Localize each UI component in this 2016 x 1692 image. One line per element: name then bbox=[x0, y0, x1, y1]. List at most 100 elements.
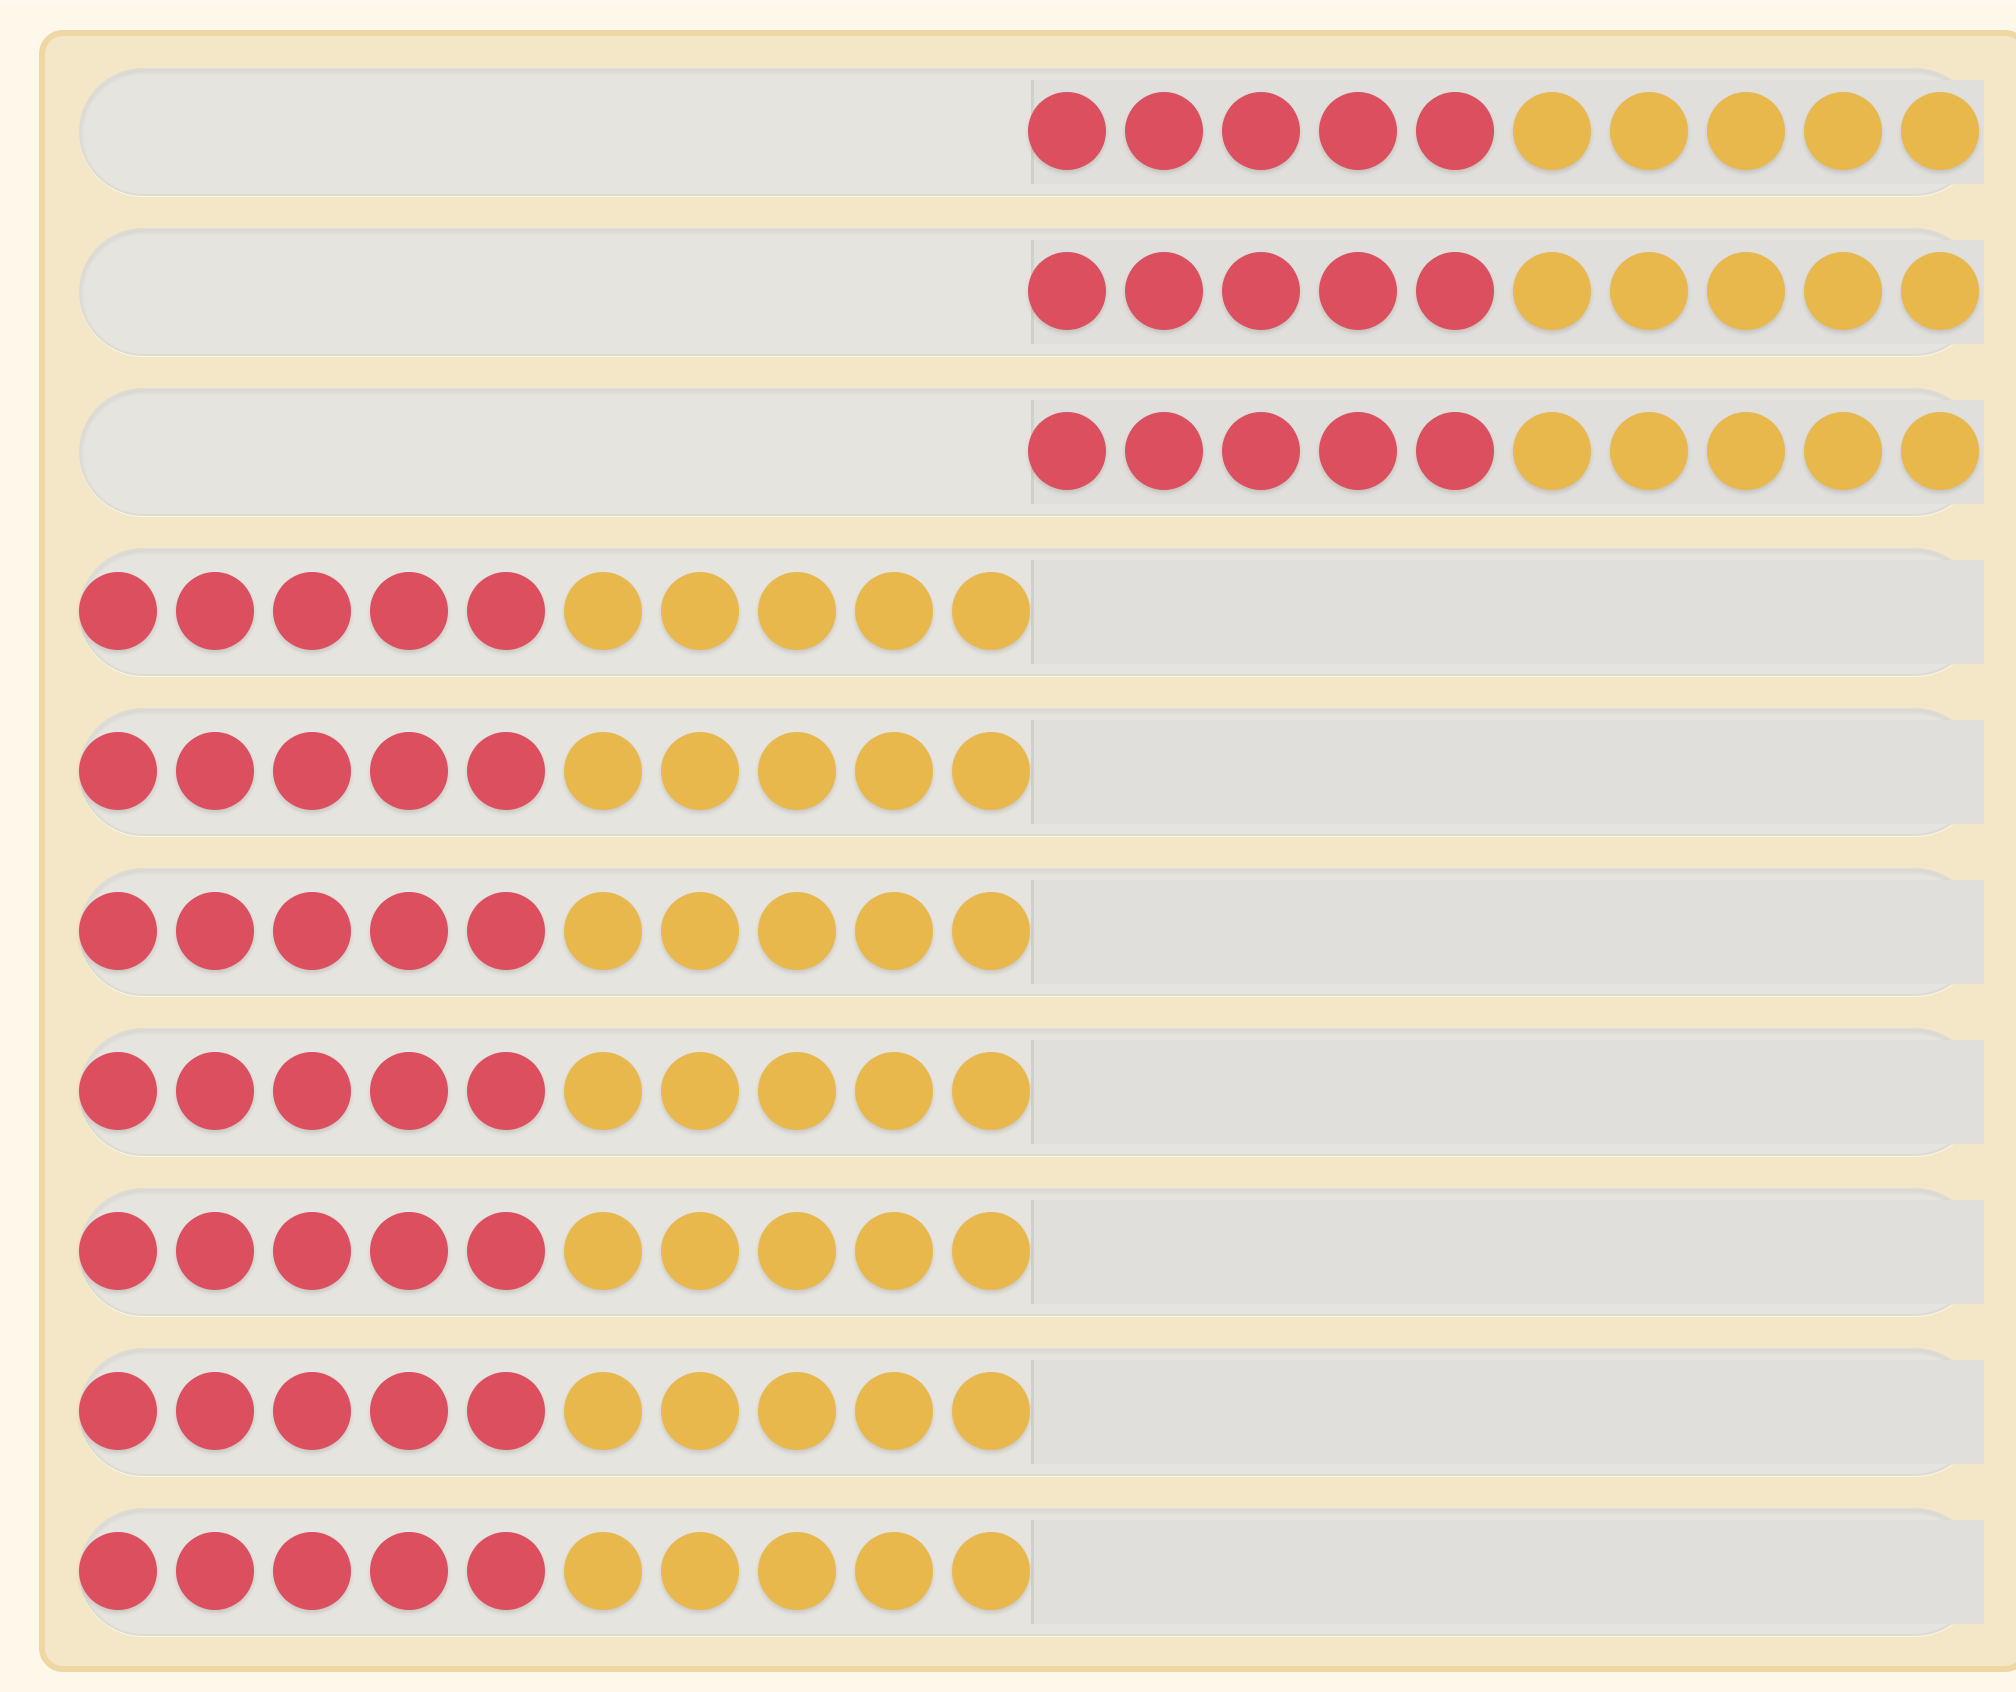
red-bead[interactable] bbox=[370, 572, 448, 650]
red-bead[interactable] bbox=[1416, 252, 1494, 330]
yellow-bead[interactable] bbox=[758, 732, 836, 810]
bead-group[interactable] bbox=[79, 1532, 1030, 1612]
red-bead[interactable] bbox=[1125, 92, 1203, 170]
red-bead[interactable] bbox=[176, 1052, 254, 1130]
bead-group[interactable] bbox=[79, 892, 1030, 972]
yellow-bead[interactable] bbox=[1610, 412, 1688, 490]
red-bead[interactable] bbox=[176, 1372, 254, 1450]
red-bead[interactable] bbox=[79, 1372, 157, 1450]
yellow-bead[interactable] bbox=[758, 572, 836, 650]
red-bead[interactable] bbox=[467, 732, 545, 810]
abacus-row-7[interactable] bbox=[79, 1028, 1984, 1156]
red-bead[interactable] bbox=[273, 1052, 351, 1130]
bead-group[interactable] bbox=[79, 572, 1030, 652]
bead-group[interactable] bbox=[79, 1212, 1030, 1292]
red-bead[interactable] bbox=[79, 892, 157, 970]
red-bead[interactable] bbox=[1222, 412, 1300, 490]
red-bead[interactable] bbox=[370, 1372, 448, 1450]
abacus-row-3[interactable] bbox=[79, 388, 1984, 516]
red-bead[interactable] bbox=[176, 732, 254, 810]
red-bead[interactable] bbox=[79, 1052, 157, 1130]
yellow-bead[interactable] bbox=[952, 732, 1030, 810]
yellow-bead[interactable] bbox=[1804, 252, 1882, 330]
red-bead[interactable] bbox=[273, 892, 351, 970]
yellow-bead[interactable] bbox=[661, 892, 739, 970]
yellow-bead[interactable] bbox=[661, 1372, 739, 1450]
abacus-row-8[interactable] bbox=[79, 1188, 1984, 1316]
yellow-bead[interactable] bbox=[564, 1052, 642, 1130]
abacus-row-1[interactable] bbox=[79, 68, 1984, 196]
red-bead[interactable] bbox=[176, 1212, 254, 1290]
red-bead[interactable] bbox=[79, 572, 157, 650]
yellow-bead[interactable] bbox=[758, 1052, 836, 1130]
abacus-row-10[interactable] bbox=[79, 1508, 1984, 1636]
yellow-bead[interactable] bbox=[564, 892, 642, 970]
red-bead[interactable] bbox=[467, 1212, 545, 1290]
red-bead[interactable] bbox=[1222, 92, 1300, 170]
yellow-bead[interactable] bbox=[952, 1052, 1030, 1130]
red-bead[interactable] bbox=[370, 1532, 448, 1610]
red-bead[interactable] bbox=[79, 1532, 157, 1610]
yellow-bead[interactable] bbox=[855, 572, 933, 650]
red-bead[interactable] bbox=[370, 732, 448, 810]
yellow-bead[interactable] bbox=[564, 1372, 642, 1450]
yellow-bead[interactable] bbox=[952, 892, 1030, 970]
red-bead[interactable] bbox=[370, 892, 448, 970]
yellow-bead[interactable] bbox=[758, 1372, 836, 1450]
yellow-bead[interactable] bbox=[564, 1212, 642, 1290]
yellow-bead[interactable] bbox=[1901, 92, 1979, 170]
red-bead[interactable] bbox=[1222, 252, 1300, 330]
bead-group[interactable] bbox=[1028, 412, 1979, 492]
yellow-bead[interactable] bbox=[1804, 92, 1882, 170]
red-bead[interactable] bbox=[467, 1532, 545, 1610]
yellow-bead[interactable] bbox=[1513, 412, 1591, 490]
yellow-bead[interactable] bbox=[1707, 252, 1785, 330]
yellow-bead[interactable] bbox=[1513, 252, 1591, 330]
red-bead[interactable] bbox=[1028, 92, 1106, 170]
bead-group[interactable] bbox=[79, 732, 1030, 812]
yellow-bead[interactable] bbox=[661, 1052, 739, 1130]
yellow-bead[interactable] bbox=[1610, 252, 1688, 330]
bead-group[interactable] bbox=[1028, 92, 1979, 172]
red-bead[interactable] bbox=[1125, 252, 1203, 330]
red-bead[interactable] bbox=[467, 892, 545, 970]
yellow-bead[interactable] bbox=[952, 1372, 1030, 1450]
red-bead[interactable] bbox=[1416, 412, 1494, 490]
red-bead[interactable] bbox=[1028, 252, 1106, 330]
yellow-bead[interactable] bbox=[1707, 92, 1785, 170]
yellow-bead[interactable] bbox=[564, 732, 642, 810]
yellow-bead[interactable] bbox=[952, 1212, 1030, 1290]
abacus-row-2[interactable] bbox=[79, 228, 1984, 356]
red-bead[interactable] bbox=[370, 1212, 448, 1290]
abacus-row-5[interactable] bbox=[79, 708, 1984, 836]
yellow-bead[interactable] bbox=[952, 572, 1030, 650]
bead-group[interactable] bbox=[79, 1052, 1030, 1132]
red-bead[interactable] bbox=[1319, 252, 1397, 330]
red-bead[interactable] bbox=[370, 1052, 448, 1130]
bead-group[interactable] bbox=[1028, 252, 1979, 332]
yellow-bead[interactable] bbox=[1901, 252, 1979, 330]
yellow-bead[interactable] bbox=[661, 732, 739, 810]
yellow-bead[interactable] bbox=[758, 892, 836, 970]
red-bead[interactable] bbox=[1125, 412, 1203, 490]
red-bead[interactable] bbox=[176, 572, 254, 650]
red-bead[interactable] bbox=[273, 1372, 351, 1450]
red-bead[interactable] bbox=[467, 1052, 545, 1130]
yellow-bead[interactable] bbox=[758, 1532, 836, 1610]
red-bead[interactable] bbox=[79, 732, 157, 810]
yellow-bead[interactable] bbox=[564, 1532, 642, 1610]
red-bead[interactable] bbox=[273, 1212, 351, 1290]
red-bead[interactable] bbox=[1319, 92, 1397, 170]
bead-group[interactable] bbox=[79, 1372, 1030, 1452]
yellow-bead[interactable] bbox=[855, 892, 933, 970]
red-bead[interactable] bbox=[79, 1212, 157, 1290]
red-bead[interactable] bbox=[273, 1532, 351, 1610]
yellow-bead[interactable] bbox=[564, 572, 642, 650]
yellow-bead[interactable] bbox=[1901, 412, 1979, 490]
yellow-bead[interactable] bbox=[1610, 92, 1688, 170]
yellow-bead[interactable] bbox=[758, 1212, 836, 1290]
abacus-row-6[interactable] bbox=[79, 868, 1984, 996]
yellow-bead[interactable] bbox=[855, 1052, 933, 1130]
yellow-bead[interactable] bbox=[952, 1532, 1030, 1610]
abacus-row-9[interactable] bbox=[79, 1348, 1984, 1476]
